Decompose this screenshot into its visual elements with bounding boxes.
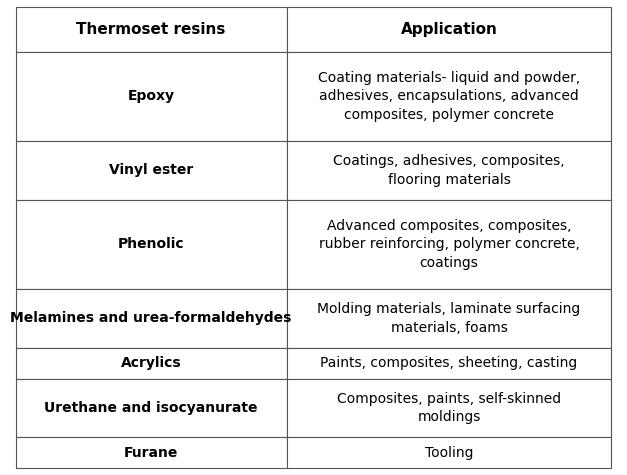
Text: Thermoset resins: Thermoset resins [76,22,226,37]
Text: Molding materials, laminate surfacing
materials, foams: Molding materials, laminate surfacing ma… [317,302,581,335]
Text: Urethane and isocyanurate: Urethane and isocyanurate [45,401,258,415]
Bar [16,348,287,379]
Text: Epoxy: Epoxy [128,89,175,104]
Bar [16,52,287,141]
Text: Phenolic: Phenolic [118,238,184,251]
Text: Coating materials- liquid and powder,
adhesives, encapsulations, advanced
compos: Coating materials- liquid and powder, ad… [318,71,580,122]
Bar [287,437,611,468]
Bar [16,289,287,348]
Text: Coatings, adhesives, composites,
flooring materials: Coatings, adhesives, composites, floorin… [333,154,565,187]
Bar [16,141,287,200]
Text: Composites, paints, self-skinned
moldings: Composites, paints, self-skinned molding… [337,392,561,424]
Bar [287,141,611,200]
Text: Advanced composites, composites,
rubber reinforcing, polymer concrete,
coatings: Advanced composites, composites, rubber … [319,219,579,270]
Bar [287,200,611,289]
Bar [287,289,611,348]
Text: Vinyl ester: Vinyl ester [109,163,193,178]
Bar [287,7,611,52]
Text: Melamines and urea-formaldehydes: Melamines and urea-formaldehydes [11,312,292,325]
Text: Acrylics: Acrylics [121,356,181,370]
Bar [16,379,287,437]
Bar [16,437,287,468]
Text: Furane: Furane [124,446,178,459]
Bar [16,7,287,52]
Bar [16,200,287,289]
Bar [287,379,611,437]
Text: Application: Application [401,22,497,37]
Text: Tooling: Tooling [424,446,473,459]
Bar [287,348,611,379]
Bar [287,52,611,141]
Text: Paints, composites, sheeting, casting: Paints, composites, sheeting, casting [320,356,577,370]
